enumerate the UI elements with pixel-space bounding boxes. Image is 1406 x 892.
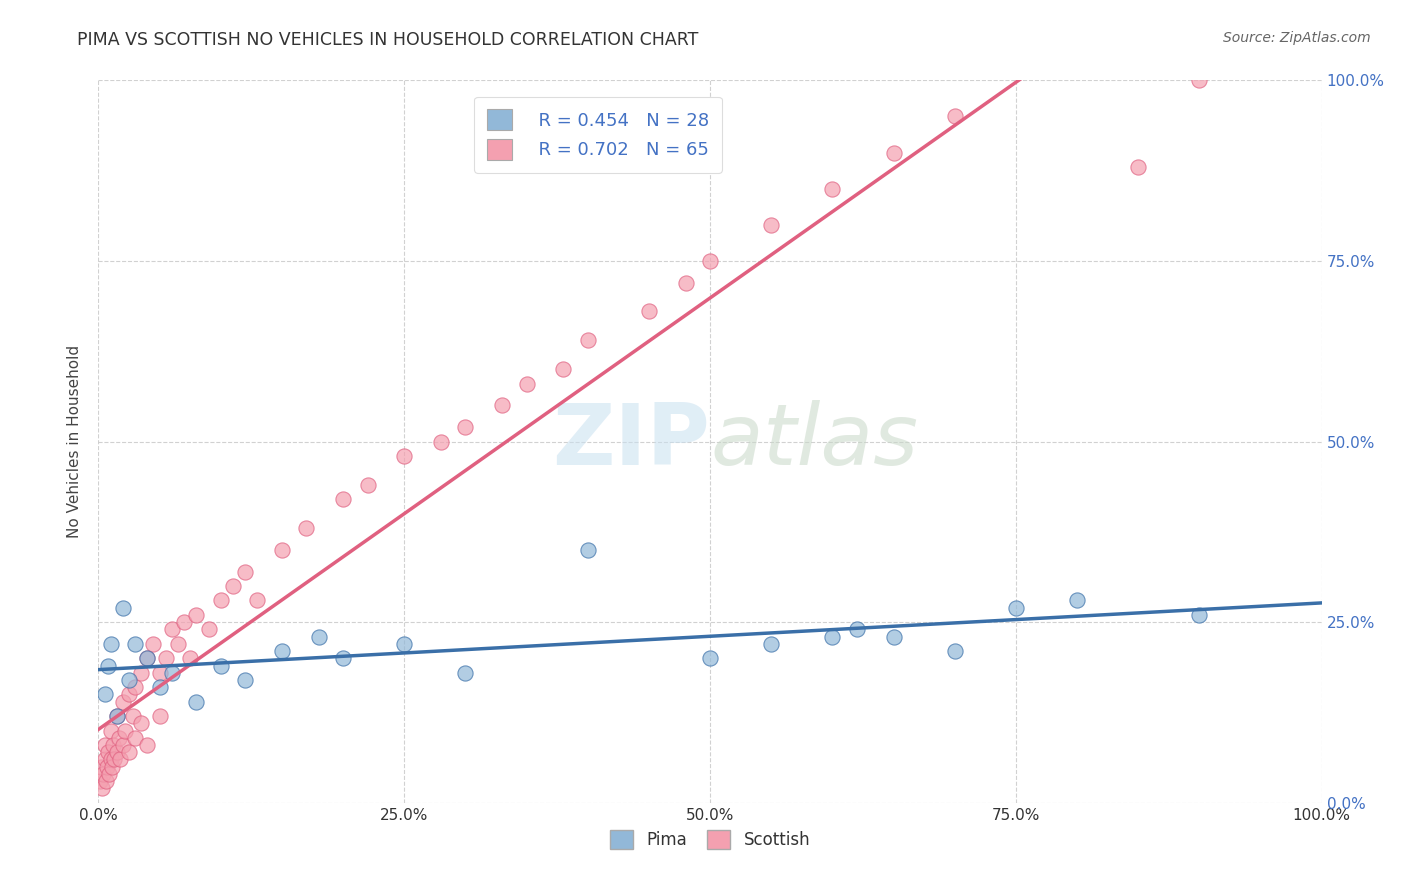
Point xyxy=(100,637,122,651)
Point xyxy=(114,723,136,738)
Point xyxy=(155,651,177,665)
Point xyxy=(454,420,477,434)
Point xyxy=(943,109,966,123)
Point xyxy=(136,651,159,665)
Point xyxy=(222,579,245,593)
Point xyxy=(97,745,120,759)
Point xyxy=(209,593,232,607)
Point xyxy=(97,658,120,673)
Point xyxy=(392,637,416,651)
Point xyxy=(197,623,219,637)
Point xyxy=(105,709,128,723)
Point xyxy=(270,644,294,658)
Point xyxy=(270,542,294,557)
Point xyxy=(142,637,165,651)
Point xyxy=(516,376,538,391)
Point xyxy=(845,623,868,637)
Text: atlas: atlas xyxy=(710,400,918,483)
Point xyxy=(1128,160,1150,174)
Point xyxy=(821,630,844,644)
Legend: Pima, Scottish: Pima, Scottish xyxy=(603,823,817,856)
Point xyxy=(111,600,134,615)
Point xyxy=(179,651,201,665)
Point xyxy=(93,738,115,752)
Point xyxy=(129,716,152,731)
Y-axis label: No Vehicles in Household: No Vehicles in Household xyxy=(67,345,83,538)
Point xyxy=(1004,600,1026,615)
Point xyxy=(761,218,783,232)
Point xyxy=(98,767,121,781)
Point xyxy=(93,752,115,766)
Point xyxy=(124,680,146,694)
Point xyxy=(576,334,599,348)
Point xyxy=(94,774,117,789)
Point xyxy=(308,630,330,644)
Point xyxy=(186,695,208,709)
Point xyxy=(675,276,697,290)
Point xyxy=(173,615,195,630)
Point xyxy=(699,253,721,268)
Point xyxy=(110,752,132,766)
Point xyxy=(883,145,905,160)
Point xyxy=(108,731,131,745)
Point xyxy=(883,630,905,644)
Point xyxy=(90,760,112,774)
Point xyxy=(576,542,599,557)
Point xyxy=(124,637,146,651)
Point xyxy=(160,665,183,680)
Point xyxy=(209,658,232,673)
Point xyxy=(295,521,318,535)
Point xyxy=(430,434,453,449)
Point xyxy=(91,767,114,781)
Point xyxy=(233,565,256,579)
Point xyxy=(699,651,721,665)
Point xyxy=(118,673,141,687)
Point xyxy=(233,673,256,687)
Point xyxy=(186,607,208,622)
Point xyxy=(124,731,146,745)
Point xyxy=(553,362,575,376)
Point xyxy=(246,593,269,607)
Point xyxy=(118,745,141,759)
Point xyxy=(160,623,183,637)
Point xyxy=(101,760,124,774)
Point xyxy=(111,738,134,752)
Point xyxy=(129,665,152,680)
Point xyxy=(332,492,354,507)
Point xyxy=(118,687,141,701)
Point xyxy=(356,478,378,492)
Point xyxy=(149,680,172,694)
Point xyxy=(491,398,513,412)
Point xyxy=(121,709,143,723)
Point xyxy=(637,304,661,318)
Point xyxy=(136,738,159,752)
Point xyxy=(149,709,172,723)
Text: ZIP: ZIP xyxy=(553,400,710,483)
Point xyxy=(136,651,159,665)
Point xyxy=(96,760,118,774)
Point xyxy=(100,752,122,766)
Point xyxy=(103,752,125,766)
Point xyxy=(332,651,354,665)
Point xyxy=(1188,73,1211,87)
Point xyxy=(761,637,783,651)
Text: PIMA VS SCOTTISH NO VEHICLES IN HOUSEHOLD CORRELATION CHART: PIMA VS SCOTTISH NO VEHICLES IN HOUSEHOL… xyxy=(77,31,699,49)
Point xyxy=(100,723,122,738)
Point xyxy=(943,644,966,658)
Point xyxy=(392,449,416,463)
Point xyxy=(105,709,128,723)
Point xyxy=(1066,593,1088,607)
Point xyxy=(1188,607,1211,622)
Point xyxy=(821,182,844,196)
Point xyxy=(111,695,134,709)
Text: Source: ZipAtlas.com: Source: ZipAtlas.com xyxy=(1223,31,1371,45)
Point xyxy=(89,774,111,789)
Point xyxy=(93,687,115,701)
Point xyxy=(454,665,477,680)
Point xyxy=(91,781,114,796)
Point xyxy=(167,637,190,651)
Point xyxy=(149,665,172,680)
Point xyxy=(101,738,124,752)
Point xyxy=(105,745,128,759)
